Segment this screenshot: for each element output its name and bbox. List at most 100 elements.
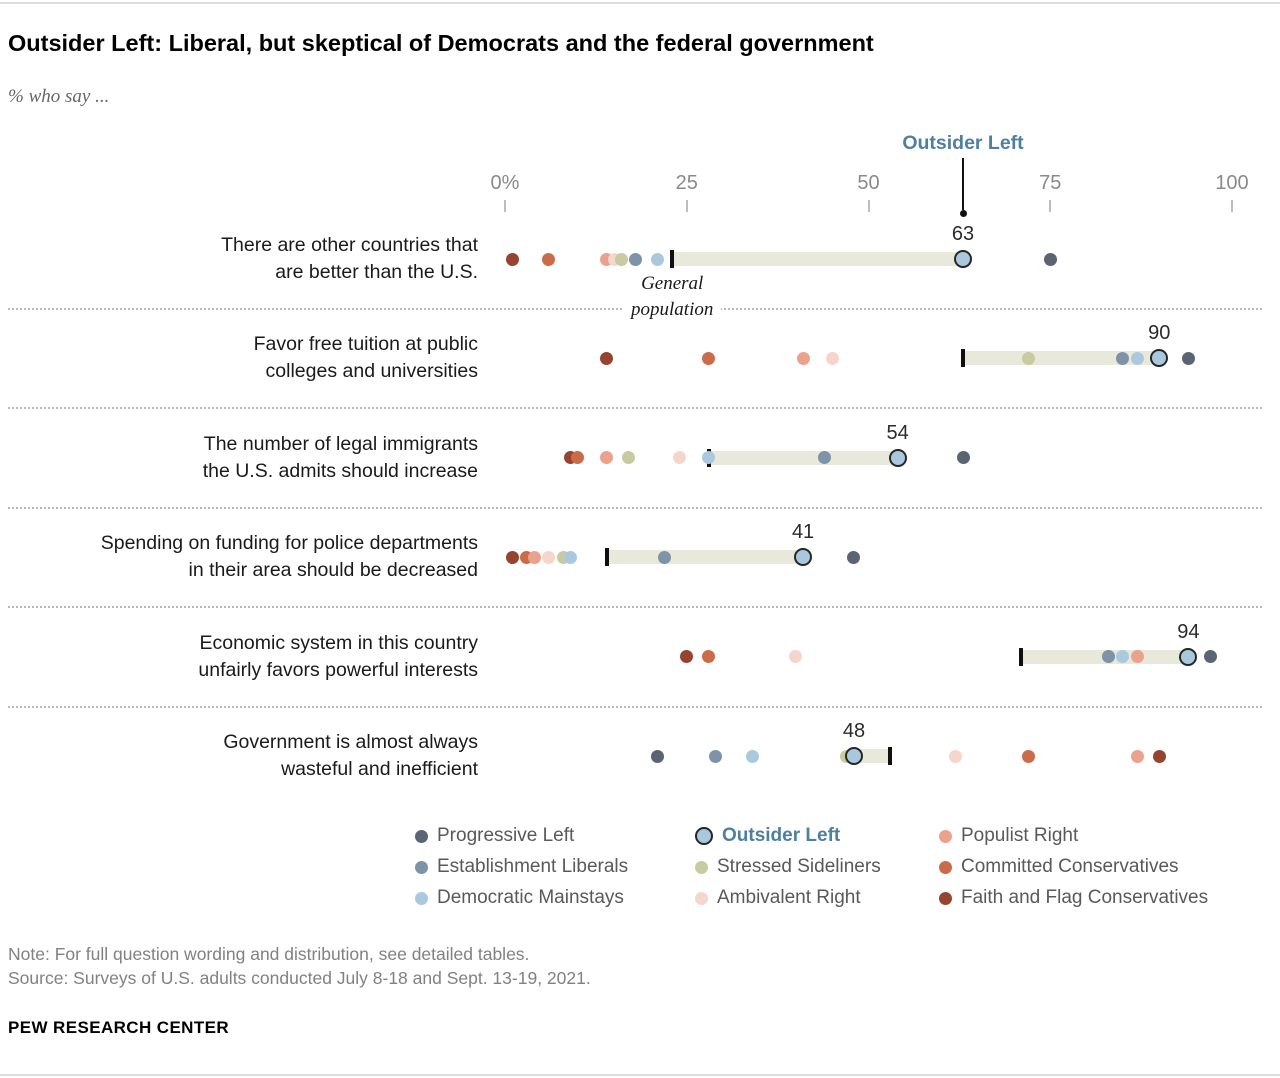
range-bar [708,450,898,465]
pointer-line [962,158,964,210]
dot-faith-and-flag-conservatives [505,550,519,564]
legend-item-populist-right: Populist Right [939,825,1078,847]
x-axis-label-100: 100 [1215,172,1249,194]
dot-populist-right [1130,650,1144,664]
row-label: The number of legal immigrants the U.S. a… [8,431,478,485]
dot-faith-and-flag-conservatives [600,351,614,365]
dot-democratic-mainstays [702,451,716,465]
row-label: There are other countries that are better… [8,232,478,286]
x-axis-label-25: 25 [675,172,698,194]
dot-progressive-left [956,451,970,465]
legend-item-progressive-left: Progressive Left [415,825,574,847]
bottom-rule [0,1074,1280,1076]
pointer-dot [959,210,967,217]
legend-item-stressed-sideliners: Stressed Sideliners [695,856,881,878]
dot-establishment-liberals [1116,351,1130,365]
general-population-label-line: General [641,273,704,294]
legend-label: Committed Conservatives [961,856,1179,877]
dot-outsider-left [1150,349,1169,368]
row-separator [8,407,1262,410]
general-population-tick [670,250,675,268]
dot-stressed-sideliners [614,252,628,266]
dot-populist-right [600,451,614,465]
x-axis-label-75: 75 [1039,172,1062,194]
dot-outsider-left [794,548,813,567]
row-separator [8,506,1262,509]
legend-label: Stressed Sideliners [717,856,881,877]
x-axis-tickmark-50 [867,200,870,212]
dot-stressed-sideliners [1021,351,1035,365]
outsider-left-pointer-label: Outsider Left [902,132,1024,154]
row-label-line: colleges and universities [265,360,478,383]
dot-faith-and-flag-conservatives [680,650,694,664]
populist-right-legend-dot-icon [939,829,952,843]
dot-progressive-left [651,749,665,763]
general-population-label-line: population [631,299,714,320]
range-bar [672,252,963,266]
outsider-left-value: 94 [1177,620,1200,643]
dot-democratic-mainstays [651,252,665,266]
outsider-left-value: 90 [1148,322,1171,345]
committed-conservatives-legend-dot-icon [939,860,952,874]
dot-populist-right [796,351,810,365]
legend-label: Populist Right [961,825,1079,846]
top-rule [0,2,1280,4]
legend-label: Ambivalent Right [717,887,861,908]
dot-establishment-liberals [658,550,672,564]
legend-label: Establishment Liberals [437,856,629,877]
dot-outsider-left [888,448,907,467]
dot-committed-conservatives [702,351,716,365]
source-text: Source: Surveys of U.S. adults conducted… [8,968,591,988]
general-population-tick [604,548,609,567]
dot-outsider-left [844,747,863,765]
legend-item-faith-and-flag-conservatives: Faith and Flag Conservatives [939,887,1208,909]
row-label: Government is almost always wasteful and … [8,729,478,783]
legend-item-democratic-mainstays: Democratic Mainstays [415,887,624,909]
x-axis-tickmark-100 [1231,200,1233,212]
dot-ambivalent-right [825,351,839,365]
dot-progressive-left [1043,252,1057,266]
row-label: Favor free tuition at public colleges and… [8,331,478,385]
footer-brand: PEW RESEARCH CENTER [8,1018,230,1037]
democratic-mainstays-legend-dot-icon [415,891,428,905]
row-label-line: Favor free tuition at public [253,333,478,356]
legend-item-ambivalent-right: Ambivalent Right [695,887,861,909]
dot-faith-and-flag-conservatives [1152,749,1166,763]
x-axis-label-50: 50 [857,172,880,194]
note-text: Note: For full question wording and dist… [8,944,530,964]
x-axis-tickmark-75 [1049,200,1052,212]
dot-democratic-mainstays [1116,650,1130,664]
chart-title: Outsider Left: Liberal, but skeptical of… [8,30,874,56]
dot-populist-right [1130,749,1144,763]
row-label: Economic system in this country unfairly … [8,630,478,684]
dot-establishment-liberals [818,451,832,465]
general-population-tick [1019,647,1024,666]
dot-progressive-left [847,550,861,564]
legend-item-establishment-liberals: Establishment Liberals [415,856,628,878]
row-separator [8,705,1262,708]
general-population-tick [888,747,893,765]
dot-ambivalent-right [789,650,803,664]
row-label-line: in their area should be decreased [188,559,478,582]
x-axis-label-0: 0% [490,172,520,194]
dot-faith-and-flag-conservatives [505,252,519,266]
dot-committed-conservatives [1021,749,1035,763]
row-label-line: are better than the U.S. [275,261,478,283]
dot-ambivalent-right [949,749,963,763]
chart-subtitle: % who say ... [8,86,110,107]
dot-establishment-liberals [709,749,723,763]
legend-label: Faith and Flag Conservatives [961,887,1209,908]
legend-item-committed-conservatives: Committed Conservatives [939,856,1179,878]
x-axis-tickmark-25 [685,200,688,212]
outsider-left-value: 63 [951,223,975,245]
dot-committed-conservatives [702,650,716,664]
outsider-left-value: 48 [842,720,866,742]
range-bar [853,749,891,763]
row-label-line: There are other countries that [221,234,478,256]
outsider-left-value: 41 [791,521,815,544]
legend-label: Progressive Left [437,825,575,846]
legend-label: Outsider Left [722,825,841,846]
dot-progressive-left [1203,650,1217,664]
dot-democratic-mainstays [563,550,577,564]
